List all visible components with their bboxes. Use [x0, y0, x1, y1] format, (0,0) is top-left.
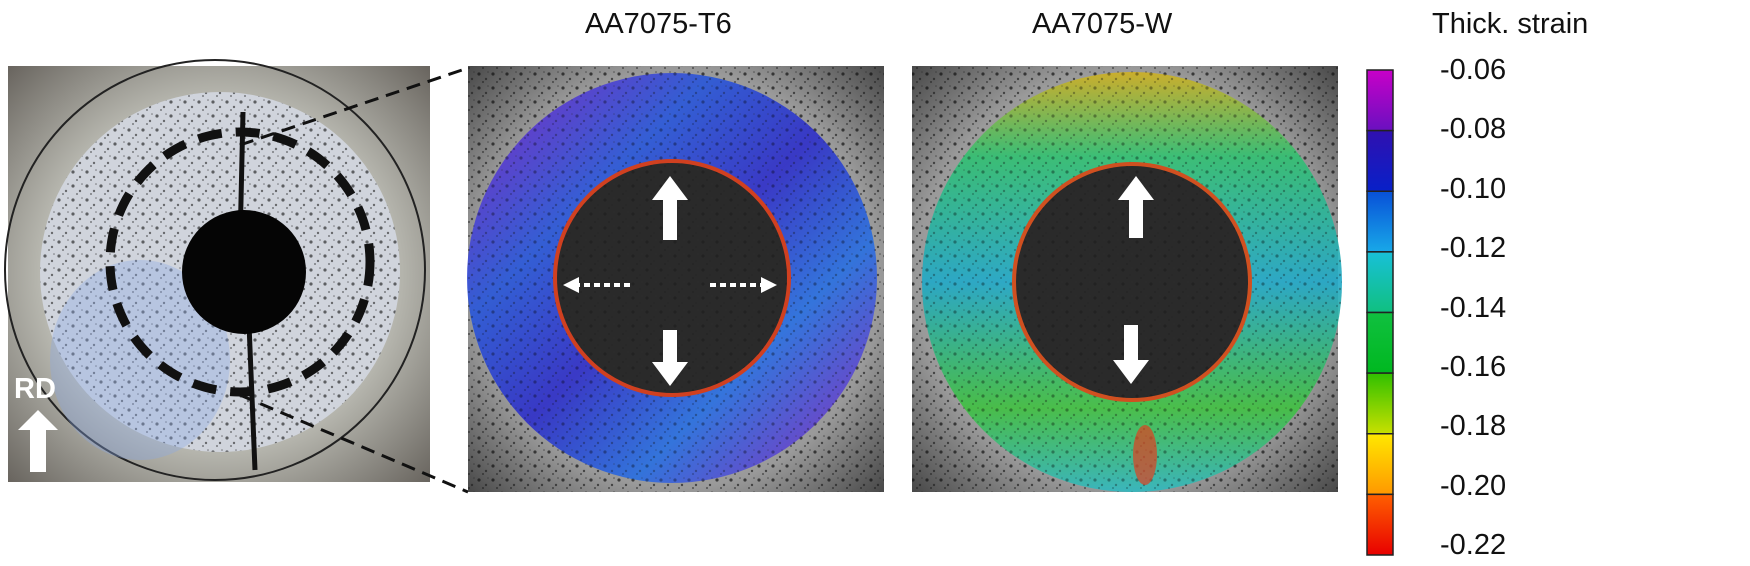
colorbar-tick-label: -0.18 — [1440, 410, 1507, 443]
colorbar-title: Thick. strain — [1432, 8, 1589, 40]
dashed-region-circle — [105, 127, 375, 397]
panel-title-t6: AA7075-T6 — [585, 8, 732, 40]
center-hole — [182, 210, 306, 334]
colorbar — [1366, 69, 1394, 556]
arrow-up-icon — [1118, 176, 1154, 238]
rd-arrow-icon — [18, 410, 58, 472]
zoom-line-top — [239, 66, 469, 147]
arrow-down-icon — [1113, 325, 1149, 384]
colorbar-tick-label: -0.16 — [1440, 350, 1507, 383]
panel-title-w: AA7075-W — [1032, 8, 1173, 40]
colorbar-band — [1366, 129, 1394, 192]
specimen-photo: RD — [4, 59, 430, 482]
arrow-down-icon — [652, 330, 688, 386]
dic-panel-w — [912, 66, 1342, 492]
colorbar-band — [1366, 190, 1394, 253]
colorbar-tick-label: -0.22 — [1440, 529, 1507, 561]
colorbar-tick-label: -0.10 — [1440, 172, 1507, 205]
zoom-line-bottom — [239, 393, 469, 494]
colorbar-band — [1366, 433, 1394, 496]
colorbar-band — [1366, 251, 1394, 314]
colorbar-band — [1366, 493, 1394, 556]
colorbar-band — [1366, 69, 1394, 132]
colorbar-tick-label: -0.08 — [1440, 113, 1507, 146]
colorbar-band — [1366, 372, 1394, 435]
colorbar-tick-label: -0.06 — [1440, 54, 1507, 86]
colorbar-tick-label: -0.12 — [1440, 232, 1507, 265]
colorbar-tick-label: -0.20 — [1440, 469, 1507, 502]
rd-label: RD — [14, 373, 56, 405]
colorbar-tick-label: -0.14 — [1440, 291, 1507, 324]
dic-panel-t6 — [467, 66, 884, 492]
arrow-up-icon — [652, 176, 688, 240]
colorbar-band — [1366, 311, 1394, 374]
